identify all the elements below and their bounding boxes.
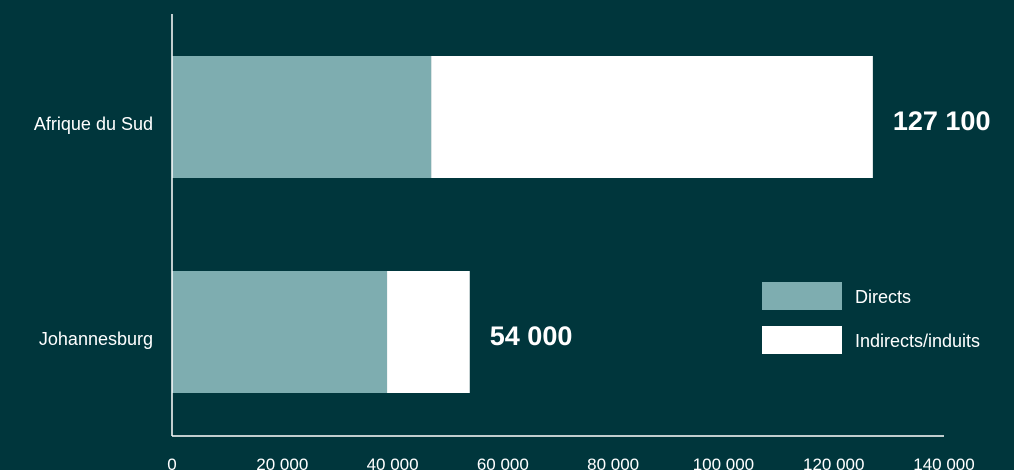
x-tick-label: 80 000 xyxy=(587,455,639,470)
total-label: 127 100 xyxy=(893,106,991,136)
bar-directs-0 xyxy=(172,56,432,178)
x-tick-label: 20 000 xyxy=(256,455,308,470)
x-tick-label: 140 000 xyxy=(913,455,974,470)
legend: Directs Indirects/induits xyxy=(762,282,980,354)
legend-label: Directs xyxy=(855,287,911,307)
x-tick-label: 40 000 xyxy=(367,455,419,470)
x-tick-label: 100 000 xyxy=(693,455,754,470)
x-tick-label: 60 000 xyxy=(477,455,529,470)
category-label: Johannesburg xyxy=(39,329,153,349)
total-label: 54 000 xyxy=(490,321,573,351)
category-labels: Afrique du Sud Johannesburg xyxy=(34,114,153,349)
x-tick-labels: 0 20 000 40 000 60 000 80 000 100 000 120 000 1… xyxy=(167,455,974,470)
legend-swatch-directs xyxy=(762,282,842,310)
legend-label: Indirects/induits xyxy=(855,331,980,351)
total-labels: 127 100 54 000 xyxy=(490,106,991,351)
category-label: Afrique du Sud xyxy=(34,114,153,134)
bar-directs-1 xyxy=(172,271,388,393)
bar-indirects-0 xyxy=(431,56,873,178)
x-tick-label: 120 000 xyxy=(803,455,864,470)
bars-layer xyxy=(172,56,873,393)
x-tick-label: 0 xyxy=(167,455,176,470)
legend-swatch-indirects xyxy=(762,326,842,354)
bar-indirects-1 xyxy=(387,271,470,393)
